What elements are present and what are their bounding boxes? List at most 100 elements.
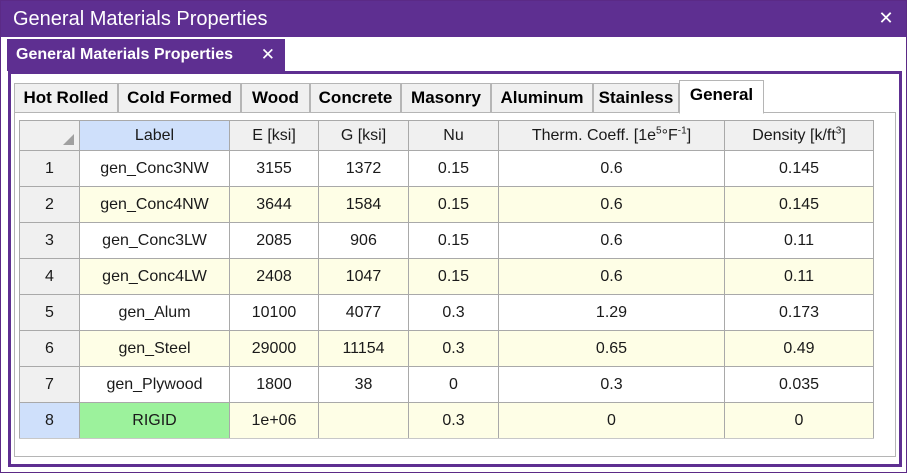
close-icon[interactable]: ✕ — [878, 8, 894, 28]
cell-g[interactable]: 38 — [318, 366, 409, 403]
row-number-selected[interactable]: 8 — [19, 402, 80, 439]
cell-e[interactable]: 1e+06 — [229, 402, 319, 439]
cell-label[interactable]: gen_Conc4NW — [79, 186, 230, 223]
cell-therm-coeff[interactable]: 0.65 — [498, 330, 725, 367]
cell-therm-coeff[interactable]: 0 — [498, 402, 725, 439]
title-bar[interactable]: General Materials Properties ✕ — [1, 1, 906, 37]
column-header-therm-coeff[interactable]: Therm. Coeff. [1e5°F-1] — [498, 120, 725, 151]
cell-density[interactable]: 0.11 — [724, 222, 874, 259]
table-row: 5 gen_Alum 10100 4077 0.3 1.29 0.173 — [19, 294, 874, 331]
tab-wood[interactable]: Wood — [241, 83, 310, 113]
cell-g[interactable]: 906 — [318, 222, 409, 259]
table-row: 4 gen_Conc4LW 2408 1047 0.15 0.6 0.11 — [19, 258, 874, 295]
cell-therm-coeff[interactable]: 1.29 — [498, 294, 725, 331]
cell-therm-coeff[interactable]: 0.6 — [498, 150, 725, 187]
cell-g[interactable] — [318, 402, 409, 439]
table-row: 3 gen_Conc3LW 2085 906 0.15 0.6 0.11 — [19, 222, 874, 259]
cell-nu[interactable]: 0.3 — [408, 330, 499, 367]
tab-cold-formed[interactable]: Cold Formed — [118, 83, 241, 113]
cell-label[interactable]: gen_Conc3LW — [79, 222, 230, 259]
cell-density[interactable]: 0.173 — [724, 294, 874, 331]
cell-e[interactable]: 3644 — [229, 186, 319, 223]
therm-header-prefix: Therm. Coeff. [1e — [531, 126, 657, 144]
cell-e[interactable]: 2408 — [229, 258, 319, 295]
select-all-triangle-icon — [63, 134, 74, 145]
select-all-corner[interactable] — [19, 120, 80, 151]
cell-g[interactable]: 11154 — [318, 330, 409, 367]
cell-e[interactable]: 29000 — [229, 330, 319, 367]
density-header-prefix: Density [k/ft — [752, 126, 836, 144]
table-row: 2 gen_Conc4NW 3644 1584 0.15 0.6 0.145 — [19, 186, 874, 223]
tab-aluminum[interactable]: Aluminum — [491, 83, 593, 113]
cell-nu[interactable]: 0 — [408, 366, 499, 403]
cell-g[interactable]: 4077 — [318, 294, 409, 331]
cell-density[interactable]: 0.035 — [724, 366, 874, 403]
cell-e[interactable]: 3155 — [229, 150, 319, 187]
cell-density[interactable]: 0.145 — [724, 186, 874, 223]
tab-hot-rolled[interactable]: Hot Rolled — [14, 83, 118, 113]
cell-label-selected[interactable]: RIGID — [79, 402, 230, 439]
cell-therm-coeff[interactable]: 0.3 — [498, 366, 725, 403]
cell-nu[interactable]: 0.3 — [408, 294, 499, 331]
cell-therm-coeff[interactable]: 0.6 — [498, 186, 725, 223]
cell-e[interactable]: 1800 — [229, 366, 319, 403]
materials-panel: Hot Rolled Cold Formed Wood Concrete Mas… — [8, 71, 902, 467]
row-number[interactable]: 4 — [19, 258, 80, 295]
therm-header-unit: °F — [661, 126, 678, 144]
tab-concrete[interactable]: Concrete — [310, 83, 401, 113]
cell-label[interactable]: gen_Conc3NW — [79, 150, 230, 187]
row-number[interactable]: 2 — [19, 186, 80, 223]
cell-therm-coeff[interactable]: 0.6 — [498, 222, 725, 259]
cell-g[interactable]: 1584 — [318, 186, 409, 223]
cell-label[interactable]: gen_Plywood — [79, 366, 230, 403]
cell-g[interactable]: 1372 — [318, 150, 409, 187]
column-header-nu[interactable]: Nu — [408, 120, 499, 151]
cell-density[interactable]: 0.49 — [724, 330, 874, 367]
cell-nu[interactable]: 0.15 — [408, 186, 499, 223]
row-number[interactable]: 6 — [19, 330, 80, 367]
tab-masonry[interactable]: Masonry — [401, 83, 491, 113]
cell-g[interactable]: 1047 — [318, 258, 409, 295]
row-number[interactable]: 1 — [19, 150, 80, 187]
column-header-density[interactable]: Density [k/ft3] — [724, 120, 874, 151]
window-title: General Materials Properties — [13, 8, 268, 30]
grid-bottom-border — [19, 438, 874, 439]
row-number[interactable]: 3 — [19, 222, 80, 259]
cell-density[interactable]: 0 — [724, 402, 874, 439]
column-header-label[interactable]: Label — [79, 120, 230, 151]
density-header-sup: 3 — [835, 125, 842, 137]
cell-label[interactable]: gen_Conc4LW — [79, 258, 230, 295]
column-header-g[interactable]: G [ksi] — [318, 120, 409, 151]
row-number[interactable]: 7 — [19, 366, 80, 403]
therm-header-sup2: -1 — [677, 125, 687, 137]
therm-header-suffix: ] — [686, 126, 692, 144]
column-header-e[interactable]: E [ksi] — [229, 120, 319, 151]
tab-stainless[interactable]: Stainless — [593, 83, 679, 113]
cell-e[interactable]: 10100 — [229, 294, 319, 331]
cell-therm-coeff[interactable]: 0.6 — [498, 258, 725, 295]
cell-label[interactable]: gen_Alum — [79, 294, 230, 331]
cell-nu[interactable]: 0.15 — [408, 150, 499, 187]
cell-label[interactable]: gen_Steel — [79, 330, 230, 367]
cell-nu[interactable]: 0.3 — [408, 402, 499, 439]
cell-density[interactable]: 0.11 — [724, 258, 874, 295]
header-row: Label E [ksi] G [ksi] Nu Therm. Coeff. [… — [19, 120, 874, 151]
cell-nu[interactable]: 0.15 — [408, 222, 499, 259]
cell-density[interactable]: 0.145 — [724, 150, 874, 187]
row-number[interactable]: 5 — [19, 294, 80, 331]
document-tab-close-icon[interactable]: ✕ — [260, 45, 275, 64]
cell-nu[interactable]: 0.15 — [408, 258, 499, 295]
tab-divider — [14, 112, 896, 113]
table-row: 6 gen_Steel 29000 11154 0.3 0.65 0.49 — [19, 330, 874, 367]
document-tab[interactable]: General Materials Properties ✕ — [7, 39, 285, 71]
spreadsheet-area: Label E [ksi] G [ksi] Nu Therm. Coeff. [… — [14, 113, 896, 457]
document-tab-label: General Materials Properties — [16, 46, 233, 63]
table-row: 8 RIGID 1e+06 0.3 0 0 — [19, 402, 874, 439]
table-row: 1 gen_Conc3NW 3155 1372 0.15 0.6 0.145 — [19, 150, 874, 187]
therm-header-sup1: 5 — [656, 125, 662, 137]
density-header-suffix: ] — [841, 126, 846, 144]
cell-e[interactable]: 2085 — [229, 222, 319, 259]
tab-general[interactable]: General — [679, 80, 764, 114]
table-row: 7 gen_Plywood 1800 38 0 0.3 0.035 — [19, 366, 874, 403]
